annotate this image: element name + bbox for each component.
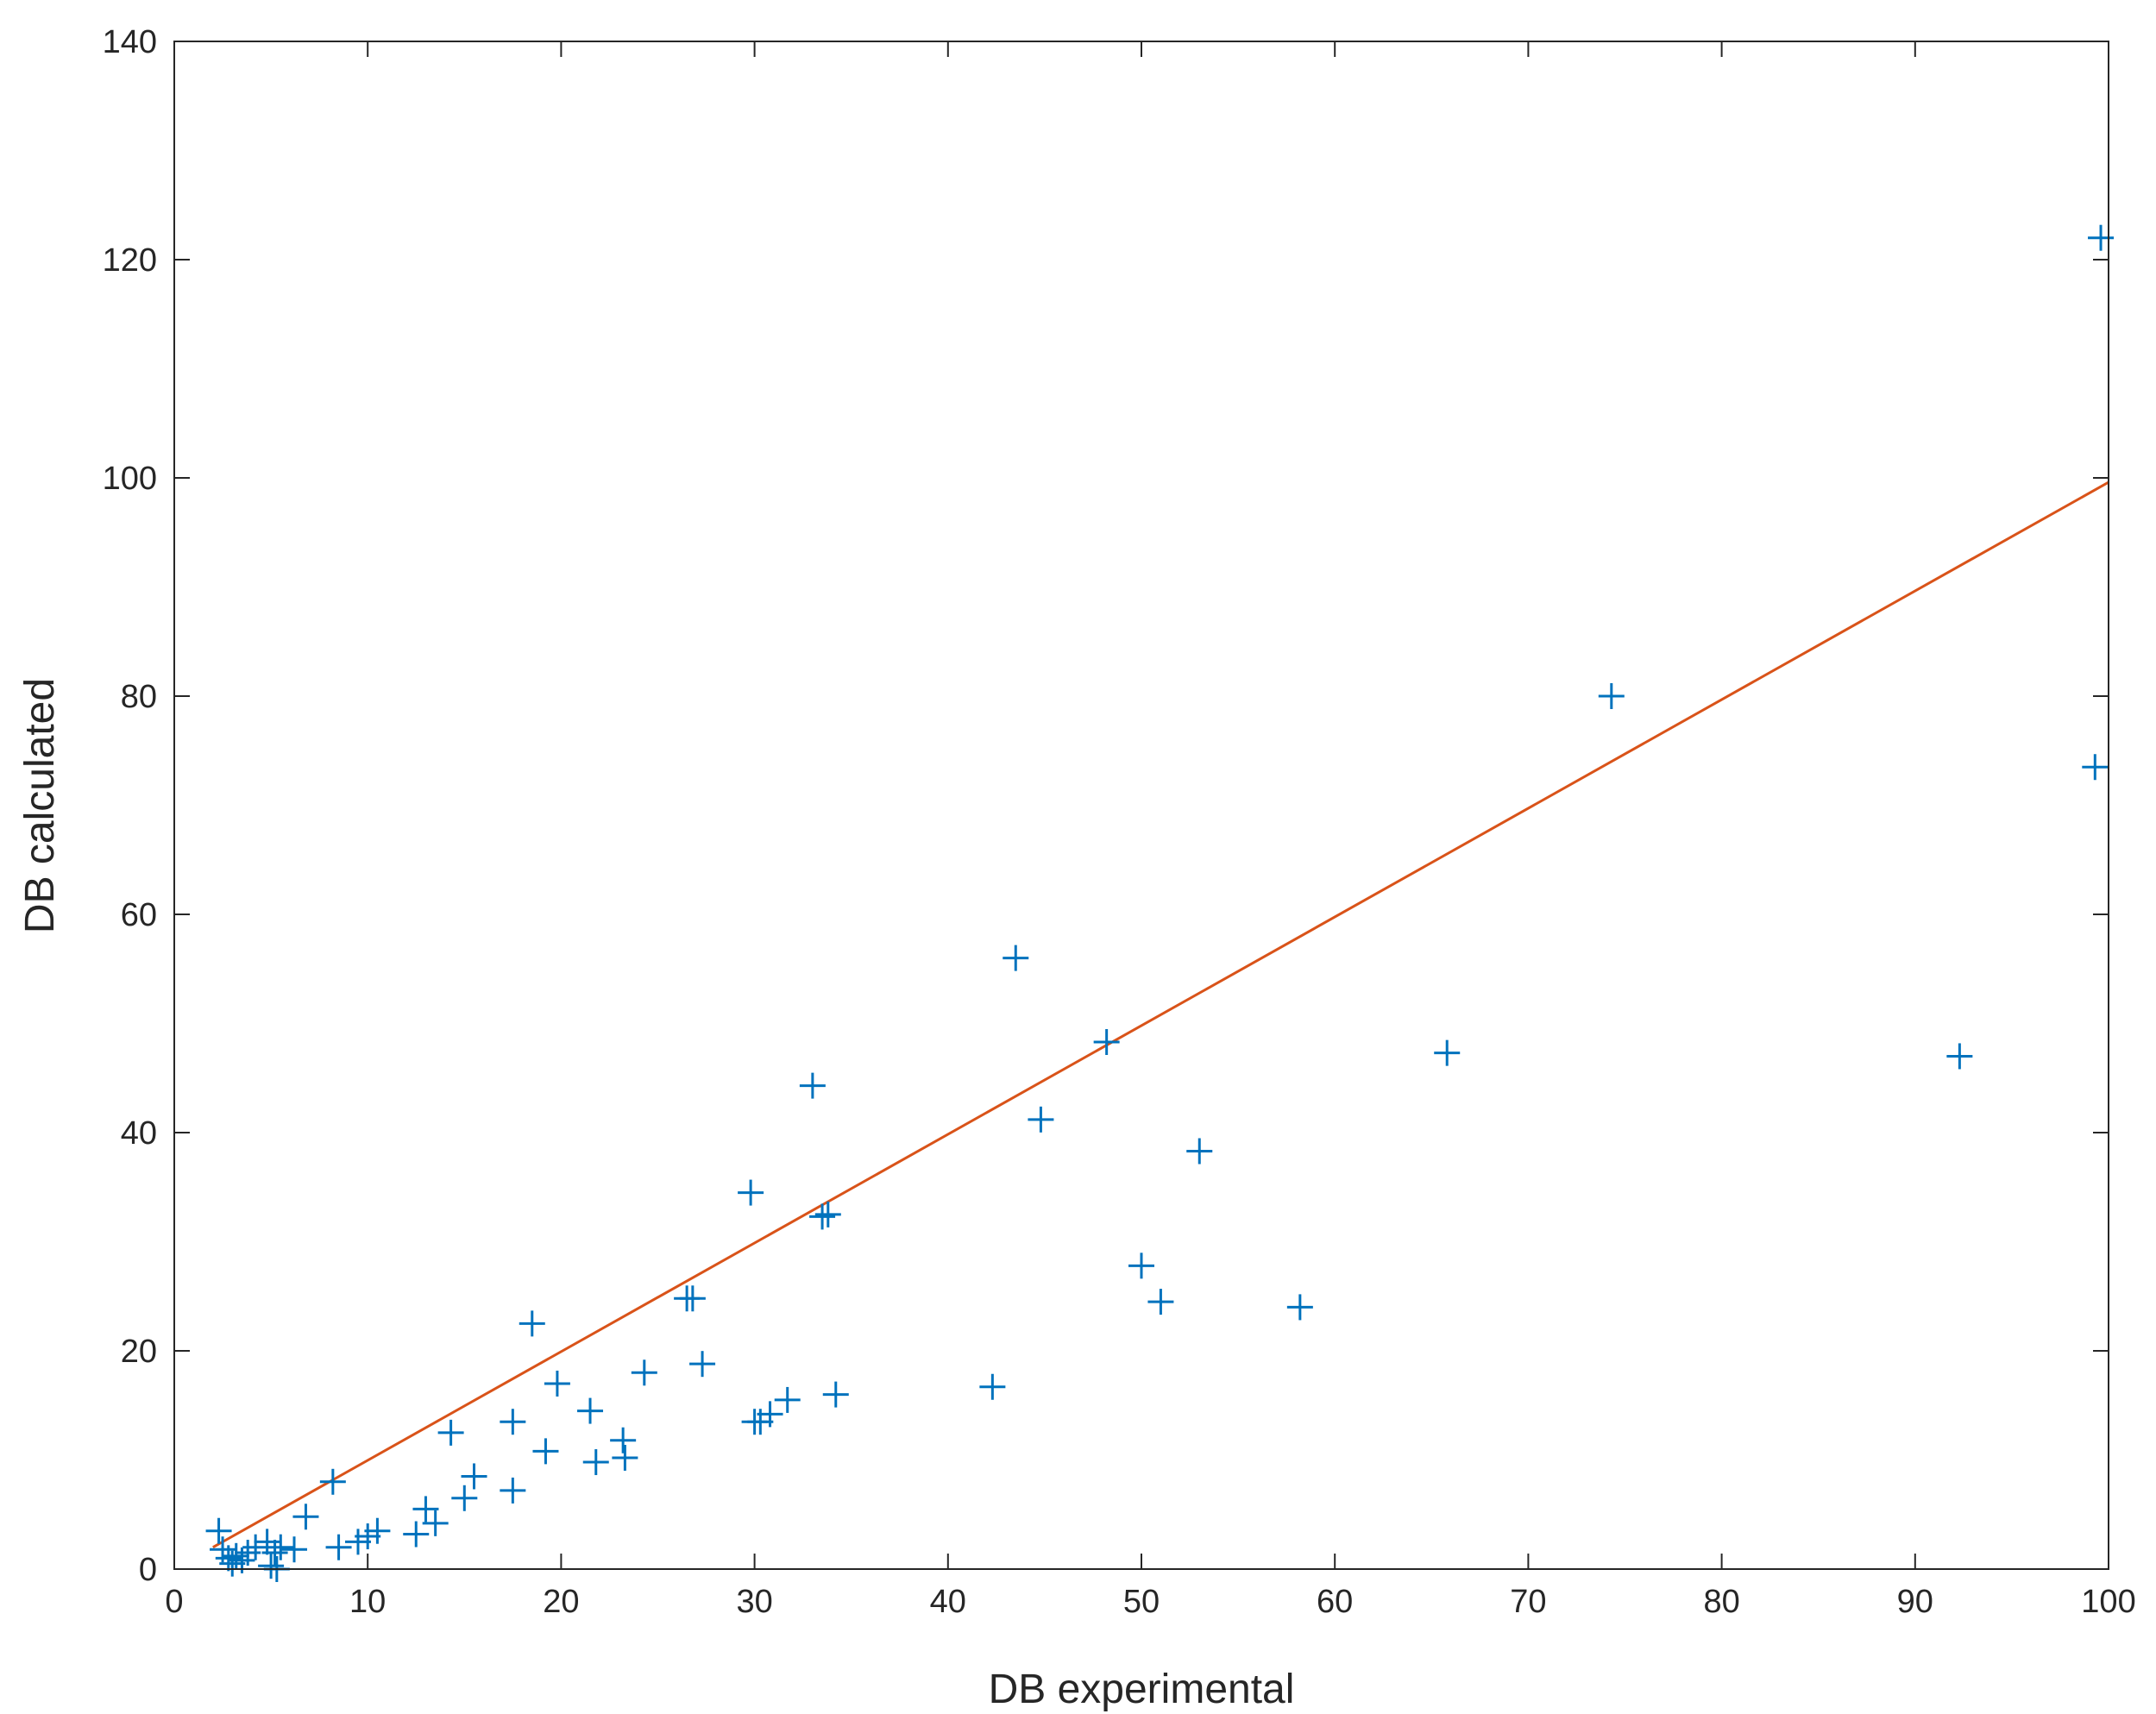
data-point [451,1485,478,1511]
data-point [292,1504,319,1530]
data-point [979,1373,1006,1400]
x-tick-label: 30 [736,1584,772,1620]
data-point [261,1540,288,1566]
data-point [631,1359,657,1386]
data-point [544,1370,570,1397]
data-point [235,1540,261,1566]
data-point [1186,1138,1213,1165]
y-tick-label: 60 [121,897,157,933]
data-point [809,1203,836,1230]
data-point [254,1529,280,1555]
data-point [757,1401,783,1428]
fit-line [212,480,2109,1549]
fit-line-layer [212,480,2109,1549]
data-point [1946,1043,1973,1070]
data-point [1598,683,1625,709]
x-tick-label: 50 [1123,1584,1160,1620]
x-tick-label: 70 [1510,1584,1546,1620]
x-tick-label: 60 [1317,1584,1353,1620]
data-point [2082,754,2109,781]
y-tick-label: 140 [103,24,157,60]
y-axis-label: DB calculated [17,678,63,933]
data-point [1093,1029,1120,1056]
data-point [814,1201,841,1227]
data-point [364,1517,391,1544]
data-point [612,1444,638,1471]
data-point [822,1381,849,1408]
data-point [679,1285,706,1312]
data-point [2088,224,2115,251]
axes-frame [173,41,2109,1570]
data-point [461,1463,487,1490]
data-point [610,1427,637,1453]
data-point [325,1534,352,1560]
data-point [1147,1289,1174,1315]
data-point [422,1510,449,1536]
y-tick-label: 40 [121,1115,157,1152]
data-point [319,1468,346,1495]
x-tick-label: 10 [349,1584,386,1620]
data-point [205,1517,232,1544]
y-tick-label: 120 [103,242,157,279]
data-point [412,1496,439,1523]
data-point [519,1310,545,1337]
x-tick-label: 40 [930,1584,966,1620]
data-point [281,1536,308,1563]
data-point [403,1521,430,1548]
data-point [500,1409,526,1435]
x-tick-labels: 0 10 20 30 40 50 60 70 80 90 100 [165,1584,2135,1620]
x-tick-label: 0 [165,1584,183,1620]
data-point [799,1072,826,1099]
points-layer [205,224,2115,1582]
x-tick-label: 100 [2081,1584,2135,1620]
data-point [689,1351,716,1378]
data-point [258,1553,285,1579]
x-tick-label: 90 [1897,1584,1933,1620]
data-point [1003,945,1029,971]
data-point [1434,1039,1461,1066]
data-point [500,1477,526,1504]
x-tick-label: 80 [1703,1584,1739,1620]
data-point [267,1534,294,1560]
y-tick-labels: 0 20 40 60 80 100 120 140 [103,24,157,1588]
data-point [242,1534,269,1560]
data-point [1286,1294,1313,1321]
y-tick-label: 0 [139,1552,157,1588]
data-point [774,1386,801,1413]
data-point [1028,1106,1054,1133]
y-tick-label: 20 [121,1334,157,1370]
data-point [1128,1253,1154,1279]
data-point [582,1449,609,1476]
x-axis-label: DB experimental [989,1667,1295,1712]
x-tick-label: 20 [543,1584,579,1620]
y-tick-label: 80 [121,679,157,715]
data-point [223,1542,249,1569]
data-point [437,1419,464,1446]
data-point [577,1397,604,1424]
data-point [738,1179,764,1206]
y-tick-label: 100 [103,461,157,497]
data-point [532,1438,559,1465]
plot-frame [173,41,2109,1570]
